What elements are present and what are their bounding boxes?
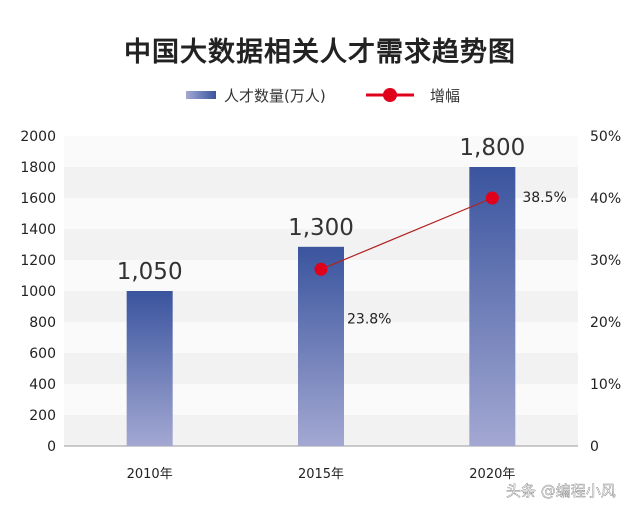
x-tick-label: 2010年 <box>127 467 173 482</box>
y-left-tick-label: 1200 <box>20 253 56 269</box>
y-left-tick-label: 0 <box>47 439 56 455</box>
y-right-tick-label: 40% <box>590 191 621 207</box>
y-right-tick-label: 0 <box>590 439 599 455</box>
bar-value-label: 1,050 <box>117 259 183 285</box>
watermark-text: 头条 @编程小风 <box>506 482 616 500</box>
y-right-tick-label: 10% <box>590 377 621 393</box>
y-left-tick-label: 2000 <box>20 129 56 145</box>
growth-point <box>485 191 499 205</box>
x-tick-label: 2020年 <box>469 467 515 482</box>
y-left-tick-label: 200 <box>29 408 56 424</box>
y-left-tick-label: 400 <box>29 377 56 393</box>
growth-point <box>314 262 328 276</box>
chart-title: 中国大数据相关人才需求趋势图 <box>124 37 516 68</box>
bar <box>298 246 344 446</box>
growth-line <box>320 197 493 270</box>
x-tick-label: 2015年 <box>298 467 344 482</box>
y-right-tick-label: 20% <box>590 315 621 331</box>
legend-line-marker <box>383 88 397 102</box>
y-left-tick-label: 1000 <box>20 284 56 300</box>
y-left-tick-label: 1400 <box>20 222 56 238</box>
grid-band <box>64 136 578 167</box>
y-left-tick-label: 1600 <box>20 191 56 207</box>
y-right-tick-label: 30% <box>590 253 621 269</box>
y-right-tick-label: 50% <box>590 129 621 145</box>
legend-line-label: 增幅 <box>430 87 460 105</box>
y-left-tick-label: 800 <box>29 315 56 331</box>
growth-value-label: 38.5% <box>522 190 566 206</box>
legend-bar-swatch <box>186 91 216 99</box>
legend-bar-label: 人才数量(万人) <box>224 87 326 105</box>
y-left-tick-label: 1800 <box>20 160 56 176</box>
bar-value-label: 1,800 <box>459 135 525 161</box>
bar <box>469 167 516 446</box>
y-left-tick-label: 600 <box>29 346 56 362</box>
growth-value-label: 23.8% <box>347 311 391 327</box>
bar-value-label: 1,300 <box>288 215 354 241</box>
bar <box>126 291 173 446</box>
